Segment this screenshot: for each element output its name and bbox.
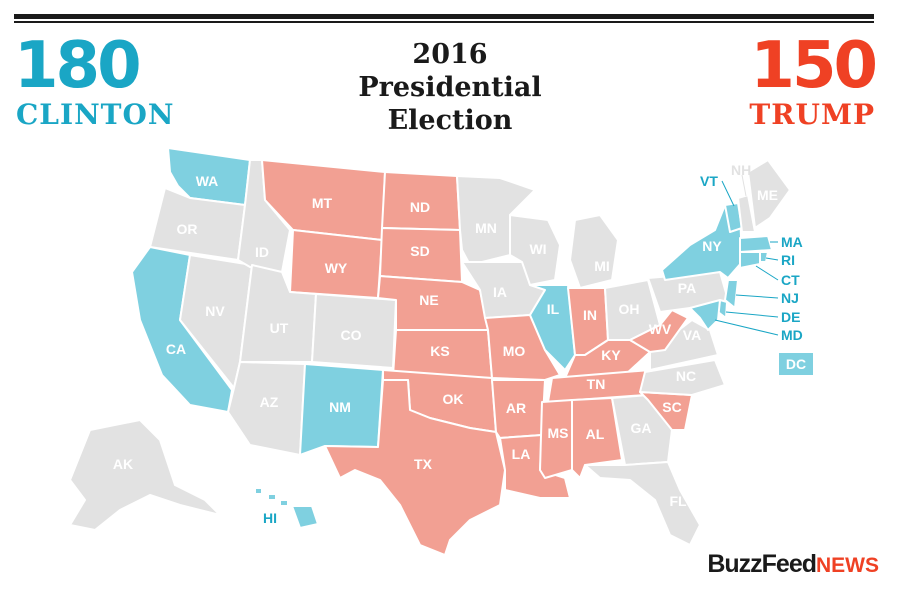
label-ct: CT [781,272,800,288]
label-mi: MI [594,258,610,274]
state-fl [584,461,701,546]
trump-label: TRUMP [749,98,875,131]
state-hi [254,487,319,529]
state-nj [724,279,739,309]
state-ri [759,251,769,263]
state-ms [539,399,573,479]
label-ny: NY [702,238,722,254]
state-wi [509,214,561,286]
label-md: MD [781,327,803,343]
state-mi [569,214,619,289]
label-nd: ND [410,199,430,215]
label-ma: MA [781,234,803,250]
label-wi: WI [529,241,546,257]
state-ct [739,251,761,269]
label-ut: UT [270,320,289,336]
state-me [747,159,791,229]
label-fl: FL [669,493,687,509]
label-tn: TN [587,376,606,392]
label-ak: AK [113,456,133,472]
label-de: DE [781,309,800,325]
label-ga: GA [631,420,652,436]
label-nj: NJ [781,290,799,306]
label-va: VA [683,327,701,343]
title-line-year: 2016 [412,39,488,70]
label-az: AZ [260,394,279,410]
logo-suffix: NEWS [816,554,879,577]
label-tx: TX [414,456,433,472]
label-ri: RI [781,252,795,268]
label-la: LA [512,446,531,462]
label-mo: MO [503,343,526,359]
label-co: CO [341,327,362,343]
label-ne: NE [419,292,438,308]
label-me: ME [757,187,778,203]
top-rule [14,14,874,23]
label-dc: DC [786,356,806,372]
label-sd: SD [410,243,429,259]
state-va [649,319,719,371]
label-mt: MT [312,195,333,211]
buzzfeed-news-logo: BuzzFeedNEWS [707,552,879,577]
label-ar: AR [506,400,526,416]
label-mn: MN [475,220,497,236]
label-ca: CA [166,341,186,357]
label-wy: WY [325,260,348,276]
label-id: ID [255,244,269,260]
label-pa: PA [678,280,696,296]
state-wv [629,309,689,353]
state-nc [639,359,726,396]
label-wa: WA [196,173,219,189]
page-title: 2016 Presidential Election [330,38,570,137]
label-nc: NC [676,368,696,384]
state-ma [739,235,773,253]
label-nh: NH [731,162,751,178]
label-nm: NM [329,399,351,415]
state-ak [69,419,221,531]
state-nh [737,194,756,233]
state-dc [777,351,815,377]
label-al: AL [586,426,605,442]
label-or: OR [177,221,198,237]
label-wv: WV [649,321,672,337]
label-ks: KS [430,343,449,359]
label-hi: HI [263,510,277,526]
label-ky: KY [601,347,621,363]
clinton-label: CLINTON [16,98,175,131]
title-line-presidential: Presidential [358,72,542,103]
label-vt: VT [700,173,718,189]
label-nv: NV [205,303,225,319]
label-in: IN [583,307,597,323]
label-ms: MS [548,425,569,441]
label-ia: IA [493,284,507,300]
label-oh: OH [619,301,640,317]
state-md [689,299,721,331]
trump-electoral-count: 150 [750,29,878,103]
title-line-election: Election [387,105,513,136]
state-tx [324,379,506,556]
clinton-electoral-count: 180 [14,29,142,103]
label-il: IL [547,301,560,317]
label-sc: SC [662,399,681,415]
logo-brand: BuzzFeed [707,550,817,578]
label-ok: OK [443,391,464,407]
